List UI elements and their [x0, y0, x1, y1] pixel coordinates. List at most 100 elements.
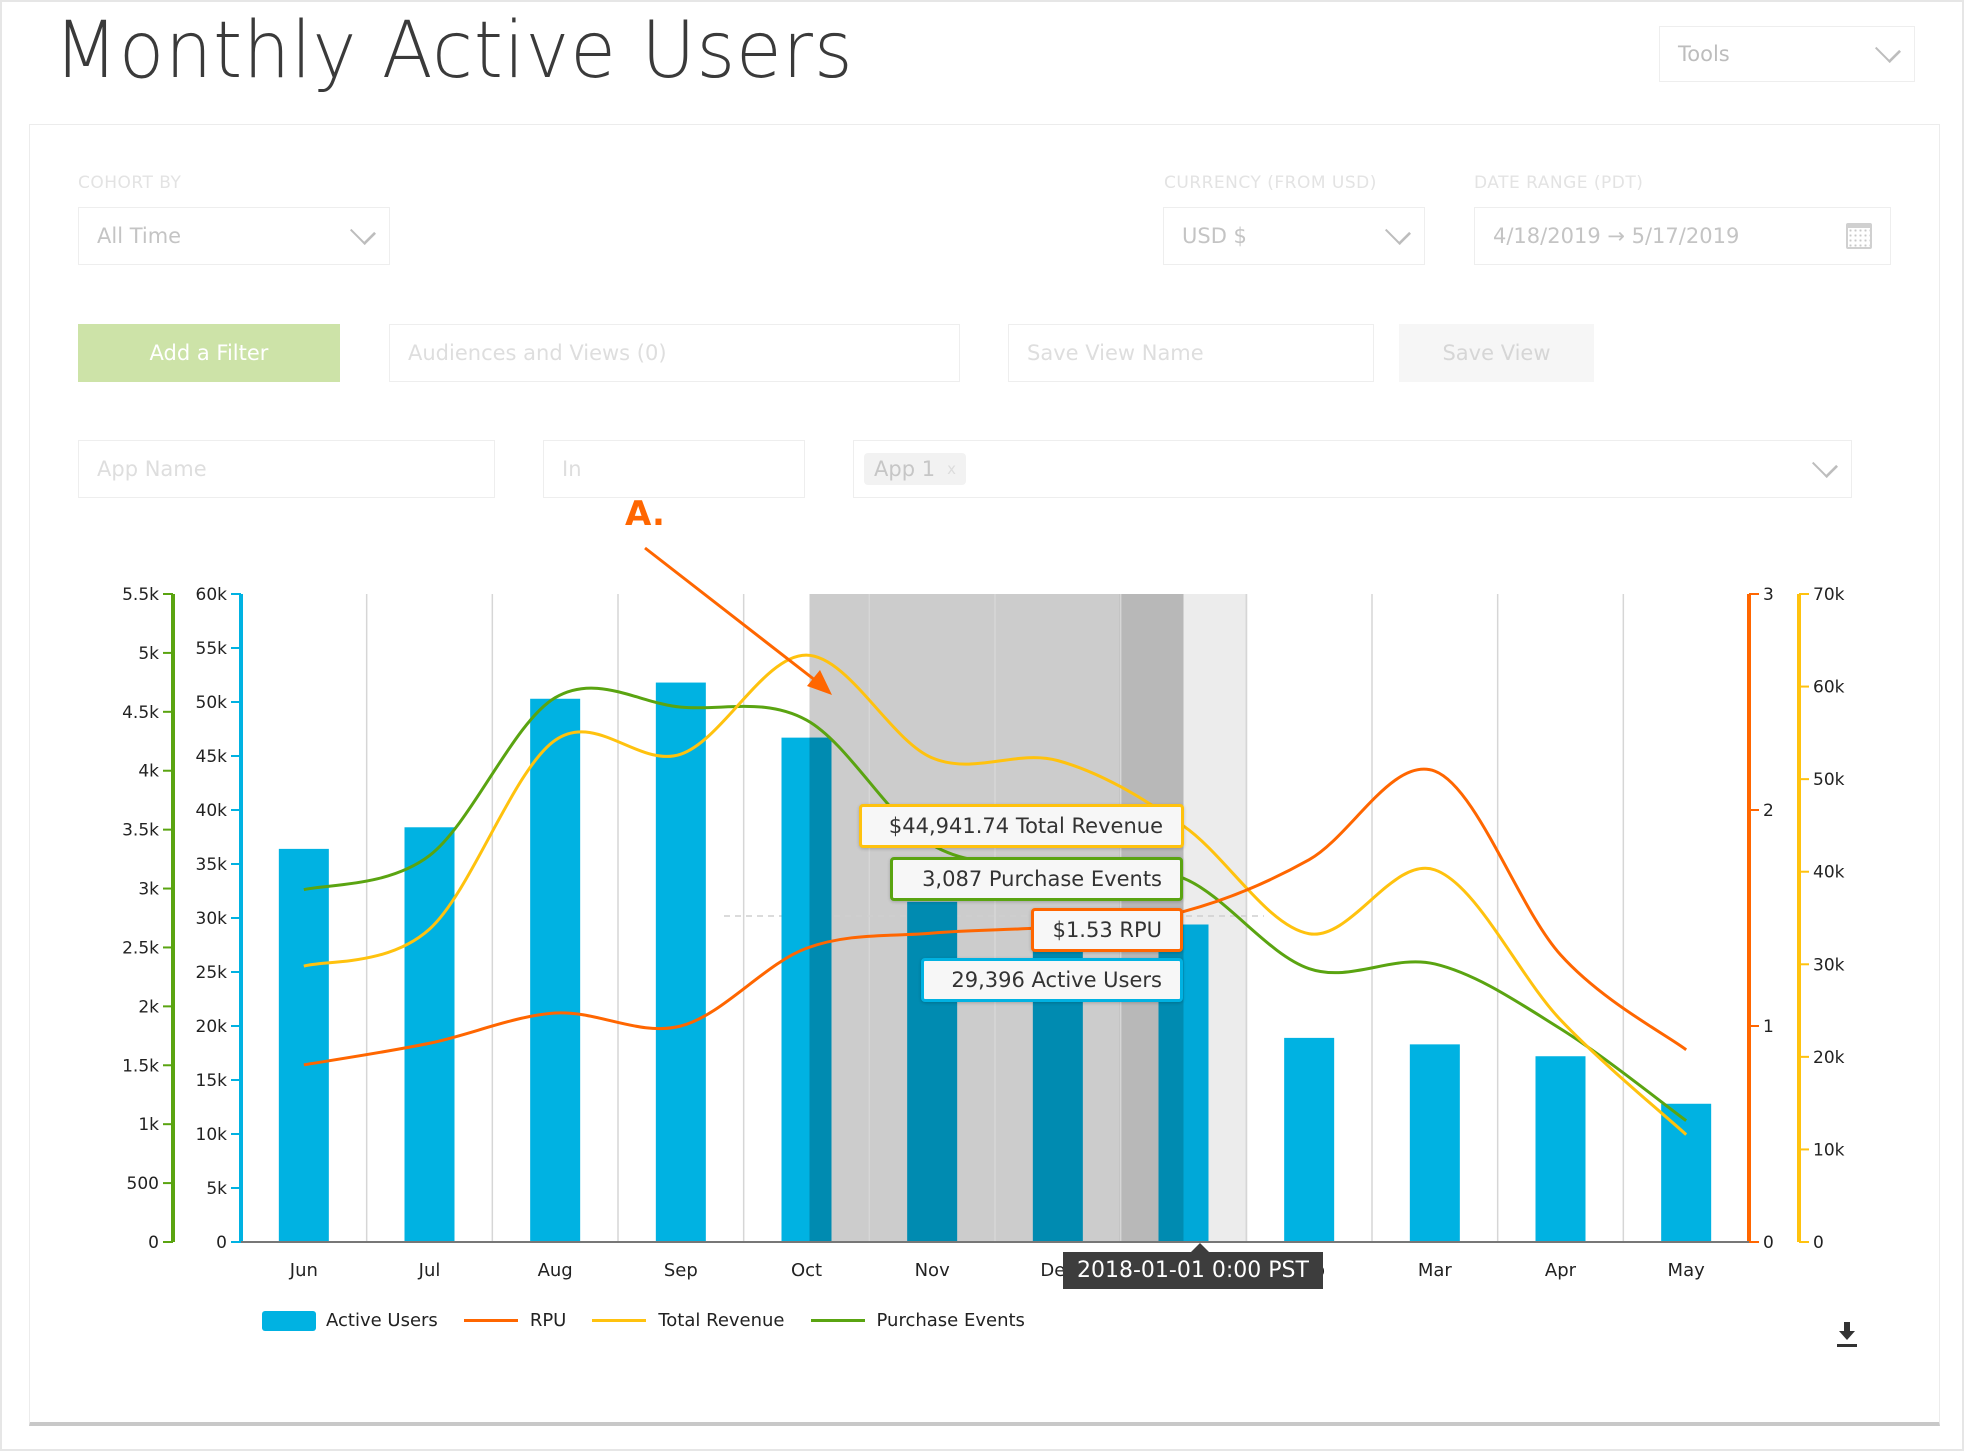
bar-active-users	[907, 901, 958, 1242]
line-total-revenue	[303, 653, 1688, 1136]
x-tick-label: Mar	[1418, 1260, 1453, 1281]
save-view-name-input[interactable]: Save View Name	[1008, 324, 1374, 382]
x-tick-label: Aug	[538, 1260, 573, 1281]
operator-field[interactable]: In	[543, 440, 805, 498]
tooltip-purchase-events: 3,087 Purchase Events	[890, 857, 1183, 901]
calendar-icon[interactable]	[1846, 223, 1872, 249]
axis-tick-label: 3k	[138, 880, 159, 900]
bar-active-users	[278, 848, 329, 1242]
currency-select[interactable]: USD $	[1163, 207, 1425, 265]
axis-tick-label: 2	[1763, 801, 1774, 821]
currency-value: USD $	[1182, 224, 1247, 248]
axis-tick-label: 25k	[196, 963, 228, 983]
x-tick-label: Jun	[289, 1260, 318, 1281]
tooltip-rpu: $1.53 RPU	[1031, 908, 1183, 952]
axis-tick-label: 1.5k	[122, 1056, 159, 1076]
x-tick-label: May	[1668, 1260, 1706, 1281]
bar-active-users	[1661, 1103, 1712, 1242]
axis-tick-label: 50k	[1813, 770, 1845, 790]
legend-swatch	[592, 1319, 647, 1322]
axis-tick-label: 60k	[196, 585, 228, 605]
bar-active-users	[655, 682, 706, 1242]
app-values-select[interactable]: App 1 x	[853, 440, 1852, 498]
bar-active-users	[1535, 1056, 1586, 1242]
tools-dropdown[interactable]: Tools	[1659, 26, 1915, 82]
axis-tick-label: 2k	[138, 997, 159, 1017]
axis-tick-label: 60k	[1813, 678, 1845, 698]
axis-tick-label: 5.5k	[122, 585, 159, 605]
x-tick-label: Jul	[418, 1260, 441, 1281]
axis-tick-label: 3.5k	[122, 821, 159, 841]
axis-tick-label: 30k	[196, 909, 228, 929]
legend-swatch	[463, 1319, 518, 1322]
date-range-label: DATE RANGE (PDT)	[1474, 173, 1644, 193]
save-view-button[interactable]: Save View	[1399, 324, 1594, 382]
axis-tick-label: 5k	[206, 1179, 227, 1199]
annotation-arrow	[644, 546, 821, 686]
legend-label: Active Users	[326, 1310, 438, 1331]
axis-tick-label: 50k	[196, 693, 228, 713]
bar-active-users	[530, 698, 581, 1242]
bar-active-users-hover-part	[1183, 924, 1209, 1242]
axis-tick-label: 20k	[196, 1017, 228, 1037]
legend-item-purchase-events[interactable]: Purchase Events	[810, 1310, 1025, 1331]
axis-tick-label: 0	[216, 1233, 227, 1253]
download-icon[interactable]	[1837, 1322, 1857, 1348]
legend-item-rpu[interactable]: RPU	[463, 1310, 567, 1331]
x-tick-label: Nov	[915, 1260, 950, 1281]
axis-tick-label: 20k	[1813, 1048, 1845, 1068]
x-tick-label: Oct	[791, 1260, 822, 1281]
date-range-value: 4/18/2019 → 5/17/2019	[1493, 224, 1740, 248]
legend-item-total-revenue[interactable]: Total Revenue	[592, 1310, 785, 1331]
axis-tick-label: 3	[1763, 585, 1774, 605]
tooltip-total-revenue: $44,941.74 Total Revenue	[859, 804, 1184, 848]
app-name-field[interactable]: App Name	[78, 440, 495, 498]
axis-tick-label: 10k	[196, 1125, 228, 1145]
x-tick-label: Sep	[664, 1260, 698, 1281]
cohort-value: All Time	[97, 224, 182, 248]
date-range-input[interactable]: 4/18/2019 → 5/17/2019	[1474, 207, 1891, 265]
axis-tick-label: 10k	[1813, 1140, 1845, 1160]
line-rpu	[303, 767, 1688, 1067]
app-tag: App 1 x	[864, 453, 966, 485]
axis-tick-label: 0	[1813, 1233, 1824, 1253]
tooltip-active-users: 29,396 Active Users	[921, 958, 1183, 1002]
app-tag-label: App 1	[874, 457, 936, 481]
legend-label: Total Revenue	[658, 1310, 785, 1331]
date-tooltip: 2018-01-01 0:00 PST	[1063, 1243, 1323, 1289]
remove-tag-icon[interactable]: x	[947, 460, 956, 478]
cohort-label: COHORT BY	[78, 173, 182, 193]
tools-label: Tools	[1678, 42, 1730, 66]
annotation-arrowhead	[807, 670, 832, 695]
add-filter-button[interactable]: Add a Filter	[78, 324, 340, 382]
axis-tick-label: 5k	[138, 644, 159, 664]
axis-tick-label: 4.5k	[122, 703, 159, 723]
legend-swatch	[810, 1319, 865, 1322]
bar-active-users-selected-part	[809, 737, 832, 1242]
axis-tick-label: 40k	[196, 801, 228, 821]
legend-label: Purchase Events	[876, 1310, 1025, 1331]
axis-tick-label: 45k	[196, 747, 228, 767]
chart-legend: Active Users RPU Total Revenue Purchase …	[262, 1310, 1051, 1331]
bar-active-users	[1409, 1044, 1460, 1242]
legend-item-active-users[interactable]: Active Users	[262, 1310, 438, 1331]
axis-tick-label: 70k	[1813, 585, 1845, 605]
axis-tick-label: 0	[148, 1233, 159, 1253]
legend-swatch	[262, 1310, 316, 1331]
bar-active-users	[404, 827, 455, 1242]
x-tick-label: Apr	[1545, 1260, 1577, 1281]
axis-tick-label: 2.5k	[122, 938, 159, 958]
currency-label: CURRENCY (FROM USD)	[1164, 173, 1377, 193]
axis-tick-label: 40k	[1813, 863, 1845, 883]
axis-tick-label: 4k	[138, 762, 159, 782]
cohort-select[interactable]: All Time	[78, 207, 390, 265]
audiences-select[interactable]: Audiences and Views (0)	[389, 324, 960, 382]
axis-tick-label: 1	[1763, 1017, 1774, 1037]
legend-label: RPU	[529, 1310, 567, 1331]
axis-tick-label: 30k	[1813, 955, 1845, 975]
axis-tick-label: 1k	[138, 1115, 159, 1135]
annotation-label: A.	[625, 494, 665, 534]
axis-tick-label: 55k	[196, 639, 228, 659]
axis-tick-label: 500	[127, 1174, 159, 1194]
bar-active-users	[1284, 1037, 1335, 1242]
